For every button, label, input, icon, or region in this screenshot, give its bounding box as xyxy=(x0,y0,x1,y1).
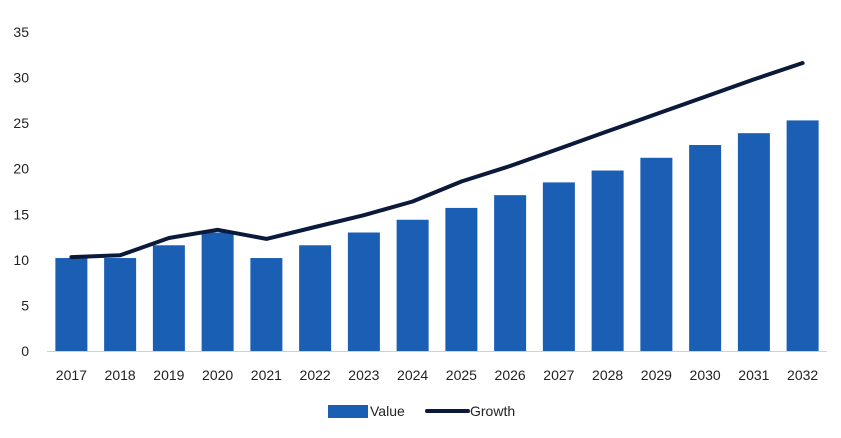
line-growth xyxy=(69,61,805,260)
bar-value xyxy=(55,258,88,351)
y-tick-label: 30 xyxy=(13,70,29,86)
bar-value xyxy=(347,232,380,351)
x-tick-label: 2028 xyxy=(592,367,623,383)
bar-value xyxy=(152,245,185,351)
y-tick-label: 15 xyxy=(13,206,29,222)
y-tick-label: 20 xyxy=(13,161,29,177)
bar-value xyxy=(104,258,137,351)
x-tick-label: 2025 xyxy=(446,367,477,383)
legend: Value Growth xyxy=(328,403,515,419)
y-tick-label: 0 xyxy=(21,343,29,359)
bar-value xyxy=(445,207,478,351)
bar-value xyxy=(542,182,575,351)
y-axis: 0 5 10 15 20 25 30 35 xyxy=(13,24,29,359)
bar-value xyxy=(737,133,770,351)
y-tick-label: 10 xyxy=(13,252,29,268)
x-axis: 2017 2018 2019 2020 2021 2022 2023 2024 2025 2026… xyxy=(56,367,819,383)
x-tick-label: 2023 xyxy=(348,367,379,383)
bars-value xyxy=(55,120,819,351)
bar-value xyxy=(250,258,283,351)
x-tick-label: 2024 xyxy=(397,367,428,383)
bar-value xyxy=(640,157,673,351)
x-tick-label: 2019 xyxy=(153,367,184,383)
x-tick-label: 2018 xyxy=(105,367,136,383)
y-tick-label: 25 xyxy=(13,115,29,131)
bar-value xyxy=(786,120,819,351)
bar-value xyxy=(591,170,624,351)
x-tick-label: 2017 xyxy=(56,367,87,383)
y-tick-label: 35 xyxy=(13,24,29,40)
x-tick-label: 2021 xyxy=(251,367,282,383)
x-tick-label: 2029 xyxy=(641,367,672,383)
bar-value xyxy=(494,195,527,351)
x-tick-label: 2032 xyxy=(787,367,818,383)
bar-value xyxy=(299,245,332,351)
x-tick-label: 2031 xyxy=(738,367,769,383)
x-tick-label: 2027 xyxy=(543,367,574,383)
bar-value xyxy=(201,232,234,351)
legend-label-growth: Growth xyxy=(470,403,515,419)
x-tick-label: 2026 xyxy=(495,367,526,383)
x-tick-label: 2020 xyxy=(202,367,233,383)
x-tick-label: 2022 xyxy=(300,367,331,383)
bar-value xyxy=(689,145,722,351)
bar-value xyxy=(396,219,429,351)
x-tick-label: 2030 xyxy=(690,367,721,383)
legend-label-value: Value xyxy=(370,403,405,419)
y-tick-label: 5 xyxy=(21,297,29,313)
legend-swatch-value xyxy=(328,405,368,418)
